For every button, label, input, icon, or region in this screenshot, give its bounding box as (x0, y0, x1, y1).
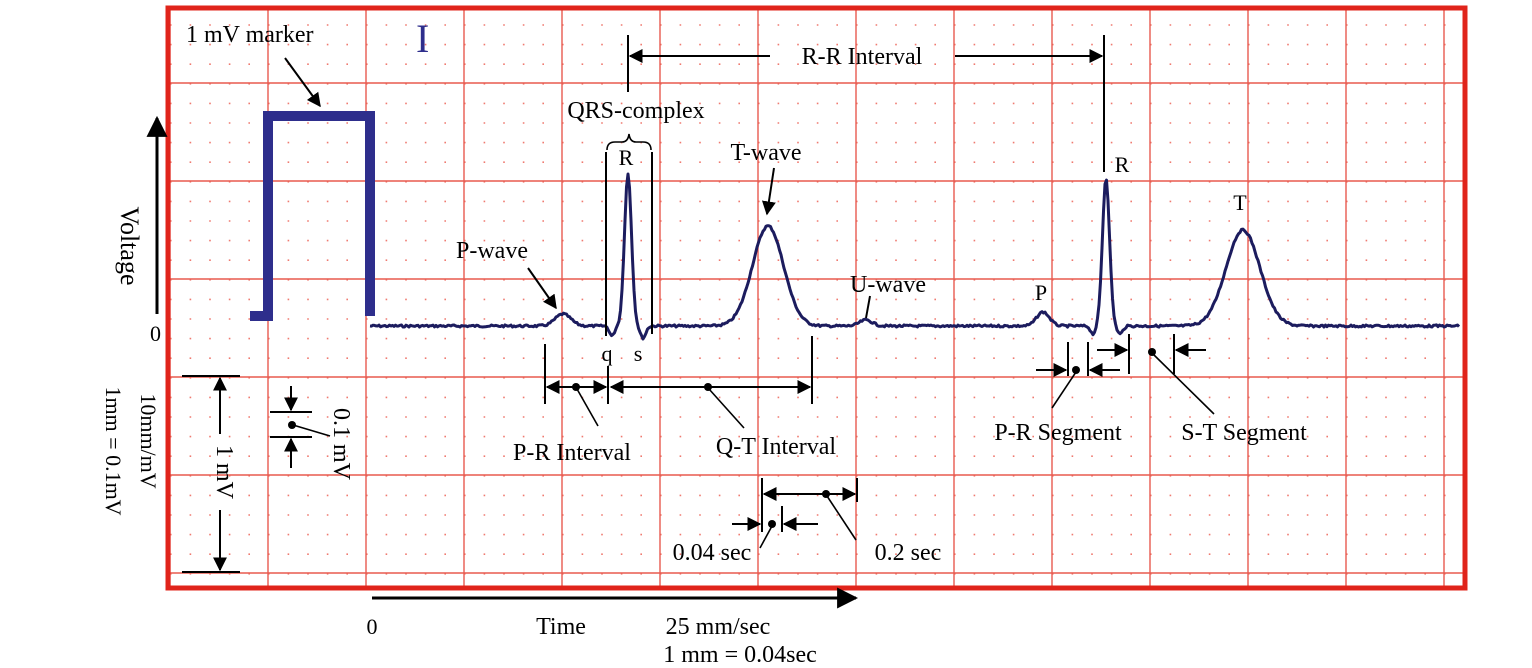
calibration-marker (250, 111, 375, 321)
qrs-annotation: QRS-complex R q s (567, 98, 704, 366)
minor-grid-dots (170, 24, 1446, 575)
sec-02-label: 0.2 sec (875, 540, 942, 566)
pr-interval-label: P-R Interval (513, 440, 631, 466)
time-axis: 0 Time 25 mm/sec 1 mm = 0.04sec (367, 587, 859, 668)
one-mv-bracket: 1 mV (182, 375, 240, 573)
zero-time-label: 0 (367, 614, 378, 639)
q-label: q (602, 341, 613, 366)
st-segment-label: S-T Segment (1181, 420, 1307, 446)
qt-interval-label: Q-T Interval (716, 434, 837, 460)
point-one-mv-label: 0.1 mV (328, 408, 354, 481)
pr-segment-label: P-R Segment (994, 420, 1122, 446)
voltage-axis: Voltage 0 10mm/mV 1mm = 0.1mV (101, 115, 168, 516)
gain-label-1: 10mm/mV (136, 393, 161, 488)
p-wave-arrow (527, 267, 557, 310)
gain-label-2: 1mm = 0.1mV (101, 386, 126, 515)
u-wave-label: U-wave (850, 272, 926, 298)
t-label-beat2: T (1233, 190, 1247, 215)
time-label: Time (536, 614, 586, 640)
rr-interval-label: R-R Interval (802, 44, 923, 70)
paper-border (165, 5, 1468, 591)
t-wave-arrow (761, 167, 776, 216)
speed-label-1: 25 mm/sec (666, 614, 771, 640)
marker-arrow (284, 57, 321, 108)
r-label-beat2: R (1115, 152, 1130, 177)
pr-interval-annotation: P-R Interval (513, 344, 631, 466)
one-mv-label: 1 mV (211, 445, 237, 500)
zero-voltage-label: 0 (150, 321, 161, 346)
s-label: s (634, 341, 643, 366)
p-label-beat2: P (1035, 280, 1047, 305)
qrs-complex-label: QRS-complex (567, 98, 704, 124)
rr-interval-annotation: R-R Interval (627, 35, 1105, 172)
marker-label: 1 mV marker (186, 22, 314, 48)
point-one-mv-bracket: 0.1 mV (270, 386, 354, 481)
time-scale-annotations: 0.2 sec 0.04 sec (673, 478, 942, 566)
p-wave-label: P-wave (456, 238, 528, 264)
r-peak-label: R (619, 145, 634, 170)
speed-label-2: 1 mm = 0.04sec (663, 642, 817, 668)
lead-label: I (416, 16, 429, 61)
qt-interval-annotation: Q-T Interval (609, 336, 837, 460)
segment-annotations: P-R Segment S-T Segment (994, 334, 1307, 446)
voltage-label: Voltage (115, 207, 144, 286)
sec-004-label: 0.04 sec (673, 540, 752, 566)
ecg-trace (369, 172, 1461, 341)
u-wave-arrow (865, 295, 871, 319)
t-wave-label: T-wave (730, 140, 801, 166)
